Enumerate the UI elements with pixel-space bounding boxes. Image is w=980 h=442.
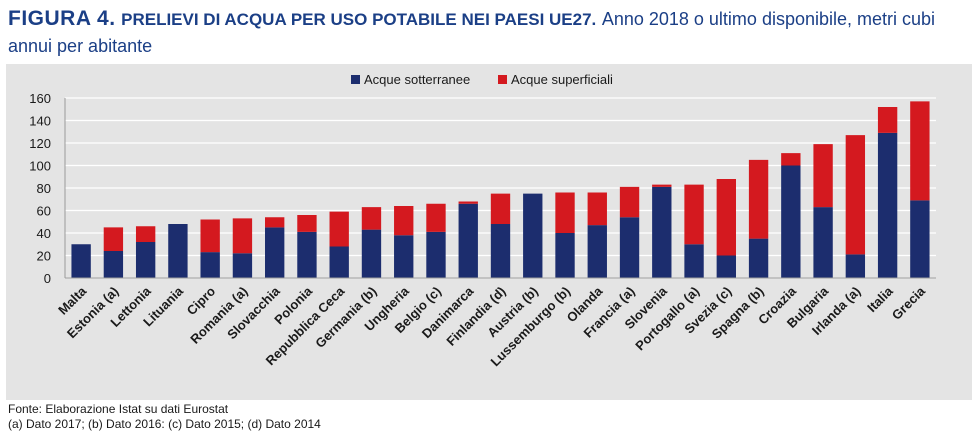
bar-groundwater bbox=[877, 132, 898, 278]
bar-groundwater bbox=[394, 235, 414, 278]
bar-groundwater bbox=[684, 244, 704, 278]
bar-groundwater bbox=[716, 255, 736, 278]
y-tick-label: 160 bbox=[29, 91, 51, 106]
bar-surface bbox=[619, 186, 640, 218]
bar-surface bbox=[845, 135, 866, 255]
bar-groundwater bbox=[71, 244, 91, 278]
bar-groundwater bbox=[555, 233, 575, 278]
bar-groundwater bbox=[619, 217, 640, 278]
bar-groundwater bbox=[490, 224, 511, 278]
bar-groundwater bbox=[781, 165, 801, 278]
bar-surface bbox=[716, 179, 736, 256]
bar-surface bbox=[200, 219, 220, 253]
y-tick-label: 140 bbox=[29, 114, 51, 129]
bar-groundwater bbox=[813, 207, 833, 278]
source-note: Fonte: Elaborazione Istat su dati Eurost… bbox=[8, 402, 229, 416]
year-notes: (a) Dato 2017; (b) Dato 2016: (c) Dato 2… bbox=[8, 417, 321, 431]
bar-surface bbox=[361, 207, 382, 230]
legend-swatch-surface bbox=[498, 75, 507, 84]
bar-groundwater bbox=[200, 252, 220, 278]
bar-surface bbox=[265, 217, 285, 228]
bar-surface bbox=[652, 184, 672, 187]
bar-groundwater bbox=[265, 227, 285, 278]
bar-groundwater bbox=[329, 246, 349, 278]
bar-surface bbox=[297, 215, 317, 232]
x-category-label: Grecia bbox=[889, 283, 929, 323]
bar-surface bbox=[813, 144, 833, 208]
chart-title: FIGURA 4. PRELIEVI DI ACQUA PER USO POTA… bbox=[8, 6, 973, 59]
bar-surface bbox=[684, 184, 704, 245]
bar-surface bbox=[232, 218, 253, 254]
y-tick-label: 80 bbox=[37, 181, 51, 196]
bar-surface bbox=[458, 201, 478, 204]
y-tick-label: 60 bbox=[37, 204, 51, 219]
bar-groundwater bbox=[135, 242, 156, 278]
bar-groundwater bbox=[845, 254, 866, 278]
bar-groundwater bbox=[910, 200, 930, 278]
figure-label: FIGURA 4. bbox=[8, 7, 116, 30]
bar-surface bbox=[555, 192, 575, 233]
bar-groundwater bbox=[652, 186, 672, 278]
bar-surface bbox=[748, 159, 769, 239]
bar-groundwater bbox=[458, 203, 478, 278]
bar-groundwater bbox=[426, 231, 446, 278]
footnote: Fonte: Elaborazione Istat su dati Eurost… bbox=[8, 402, 321, 432]
bar-surface bbox=[910, 101, 930, 201]
bar-groundwater bbox=[232, 253, 253, 278]
title-sub: Anno 2018 o ultimo disponibile, metri cu… bbox=[8, 9, 936, 56]
title-main: PRELIEVI DI ACQUA PER USO POTABILE NEI P… bbox=[121, 10, 597, 29]
bar-groundwater bbox=[103, 251, 124, 278]
bar-surface bbox=[587, 192, 607, 226]
legend-label-surface: Acque superficiali bbox=[511, 72, 613, 87]
bar-surface bbox=[329, 211, 349, 247]
bar-surface bbox=[103, 227, 124, 251]
y-tick-label: 40 bbox=[37, 226, 51, 241]
bar-groundwater bbox=[523, 193, 543, 278]
y-tick-label: 100 bbox=[29, 159, 51, 174]
bar-groundwater bbox=[297, 231, 317, 278]
bar-groundwater bbox=[587, 225, 607, 278]
bar-surface bbox=[426, 203, 446, 232]
bar-groundwater bbox=[361, 229, 382, 278]
y-tick-label: 20 bbox=[37, 249, 51, 264]
bar-surface bbox=[135, 226, 156, 242]
bar-surface bbox=[394, 206, 414, 236]
y-tick-label: 0 bbox=[44, 271, 51, 286]
legend-label-groundwater: Acque sotterranee bbox=[364, 72, 470, 87]
bar-surface bbox=[490, 193, 511, 224]
y-tick-label: 120 bbox=[29, 136, 51, 151]
bar-surface bbox=[877, 107, 898, 133]
bar-surface bbox=[781, 153, 801, 166]
bar-groundwater bbox=[748, 238, 769, 278]
legend-swatch-groundwater bbox=[351, 75, 360, 84]
chart-area: 0 20 40 60 80 100 120 140 160 Malta Estonia (a) Let… bbox=[6, 64, 972, 400]
bar-groundwater bbox=[168, 224, 188, 278]
